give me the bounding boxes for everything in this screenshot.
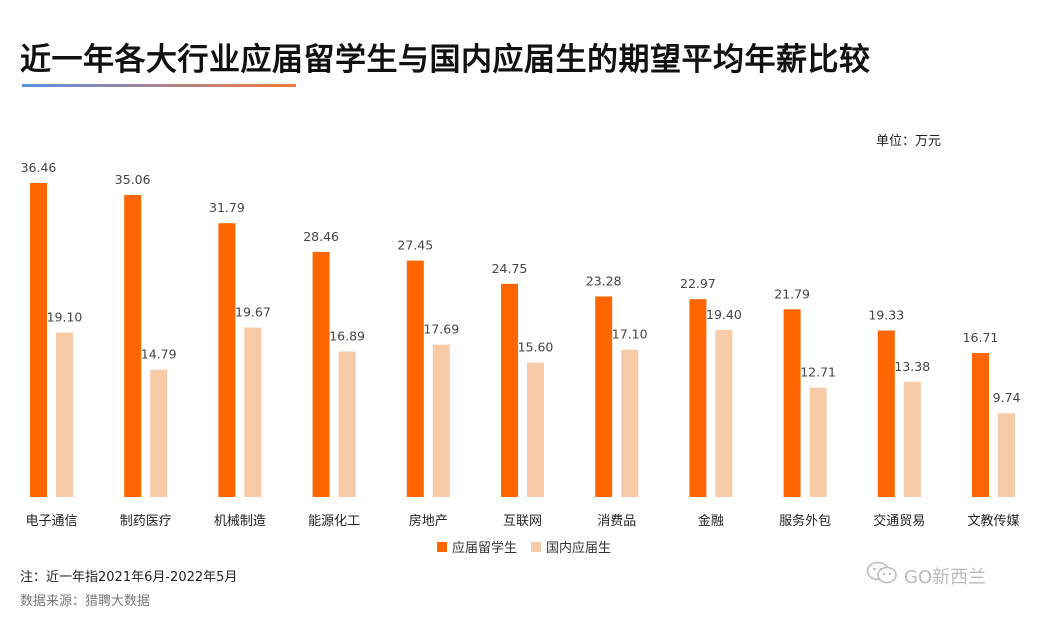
page-title: 近一年各大行业应届留学生与国内应届生的期望平均年薪比较 [20, 42, 871, 78]
bar-series-1 [501, 283, 518, 497]
bar-series-1 [689, 299, 707, 497]
bar-series-2 [903, 381, 921, 497]
title-underline [22, 84, 296, 87]
bar-series-1 [30, 183, 47, 497]
watermark-text: GO新西兰 [904, 566, 987, 588]
x-tick-label: 文教传媒 [967, 513, 1019, 529]
data-label: 28.46 [303, 229, 339, 244]
data-label: 21.79 [774, 286, 810, 301]
data-label: 16.71 [963, 330, 999, 345]
bar-series-2 [715, 329, 733, 497]
data-source: 数据来源：猎聘大数据 [20, 594, 151, 609]
legend-item-series-1: 应届留学生 [437, 537, 517, 556]
x-tick-label: 服务外包 [779, 513, 831, 529]
legend-item-series-2: 国内应届生 [531, 537, 611, 556]
data-label: 13.38 [894, 359, 930, 374]
bar-series-1 [972, 353, 989, 497]
bar-series-1 [124, 195, 142, 497]
x-tick-label: 机械制造 [214, 514, 266, 529]
data-label: 17.10 [612, 327, 648, 342]
bar-series-1 [218, 223, 236, 497]
legend-swatch-series-1 [437, 541, 447, 552]
bar-series-1 [312, 251, 330, 497]
watermark: GO新西兰 [866, 560, 986, 591]
wechat-icon [866, 560, 898, 591]
x-tick-label: 房地产 [409, 513, 448, 529]
bar-series-2 [998, 413, 1015, 497]
data-label: 15.60 [518, 340, 554, 355]
data-label: 27.45 [397, 238, 433, 253]
bar-series-2 [432, 344, 450, 497]
bar-series-2 [150, 369, 168, 497]
bar-series-2 [244, 327, 262, 497]
data-label: 19.33 [868, 308, 904, 323]
data-label: 36.46 [21, 160, 57, 175]
data-label: 22.97 [680, 276, 716, 291]
data-label: 19.40 [706, 307, 742, 322]
bar-series-1 [406, 260, 424, 497]
bar-series-2 [621, 349, 639, 497]
data-label: 14.79 [141, 347, 177, 362]
footnote: 注：近一年指2021年6月-2022年5月 [20, 570, 238, 585]
unit-label: 单位：万元 [876, 134, 942, 149]
data-label: 35.06 [115, 172, 151, 187]
x-tick-label: 消费品 [597, 514, 636, 529]
legend-swatch-series-2 [531, 541, 542, 552]
x-tick-label: 电子通信 [25, 514, 77, 529]
bar-series-2 [809, 387, 827, 497]
data-label: 17.69 [423, 322, 459, 337]
data-label: 23.28 [586, 274, 622, 289]
x-tick-label: 能源化工 [308, 514, 360, 529]
data-label: 24.75 [492, 261, 528, 276]
data-label: 16.89 [329, 329, 365, 344]
legend-label-series-2: 国内应届生 [546, 541, 612, 556]
chart-legend: 应届留学生 国内应届生 [437, 537, 611, 556]
x-tick-label: 制药医疗 [120, 514, 172, 529]
x-tick-label: 金融 [698, 513, 724, 529]
legend-label-series-1: 应届留学生 [452, 541, 518, 556]
data-label: 12.71 [800, 365, 836, 380]
data-label: 31.79 [209, 200, 245, 215]
bar-series-2 [338, 351, 356, 497]
bar-series-2 [56, 332, 73, 497]
bar-series-1 [783, 309, 801, 497]
bar-series-2 [527, 362, 544, 497]
x-tick-label: 互联网 [503, 514, 542, 529]
data-label: 19.10 [47, 310, 83, 325]
data-label: 19.67 [235, 305, 271, 320]
x-tick-label: 交通贸易 [873, 513, 925, 529]
data-label: 9.74 [993, 390, 1021, 405]
bar-series-1 [877, 330, 895, 497]
bar-series-1 [595, 296, 613, 497]
